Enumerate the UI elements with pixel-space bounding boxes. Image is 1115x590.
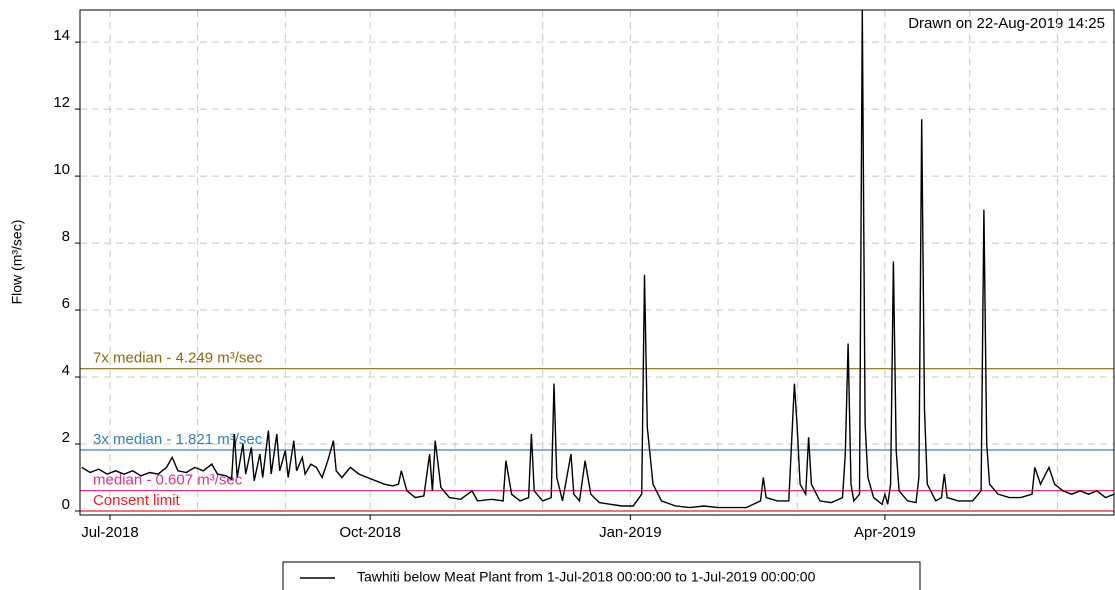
reference-label: Consent limit bbox=[93, 492, 181, 509]
y-tick-label: 8 bbox=[62, 228, 70, 245]
y-tick-label: 2 bbox=[62, 429, 70, 446]
reference-label: median - 0.607 m³/sec bbox=[93, 472, 243, 489]
y-tick-label: 12 bbox=[53, 94, 70, 111]
plot-frame bbox=[79, 9, 1115, 516]
annotation: Drawn on 22-Aug-2019 14:25 bbox=[908, 15, 1105, 32]
reference-label: 3x median - 1.821 m³/sec bbox=[93, 431, 263, 448]
x-tick-label: Jan-2019 bbox=[599, 524, 662, 541]
data-line bbox=[81, 10, 1114, 509]
y-tick-label: 6 bbox=[62, 295, 70, 312]
legend-box bbox=[282, 561, 921, 590]
y-axis-label: Flow (m³/sec) bbox=[9, 220, 25, 305]
x-tick-label: Oct-2018 bbox=[339, 524, 401, 541]
y-tick-label: 0 bbox=[62, 496, 70, 513]
reference-label: 7x median - 4.249 m³/sec bbox=[93, 350, 263, 367]
y-tick-label: 10 bbox=[53, 161, 70, 178]
y-tick-label: 4 bbox=[62, 362, 70, 379]
x-tick-label: Apr-2019 bbox=[854, 524, 916, 541]
legend-label: Tawhiti below Meat Plant from 1-Jul-2018… bbox=[357, 569, 816, 585]
x-tick-label: Jul-2018 bbox=[81, 524, 139, 541]
y-tick-label: 14 bbox=[53, 27, 70, 44]
